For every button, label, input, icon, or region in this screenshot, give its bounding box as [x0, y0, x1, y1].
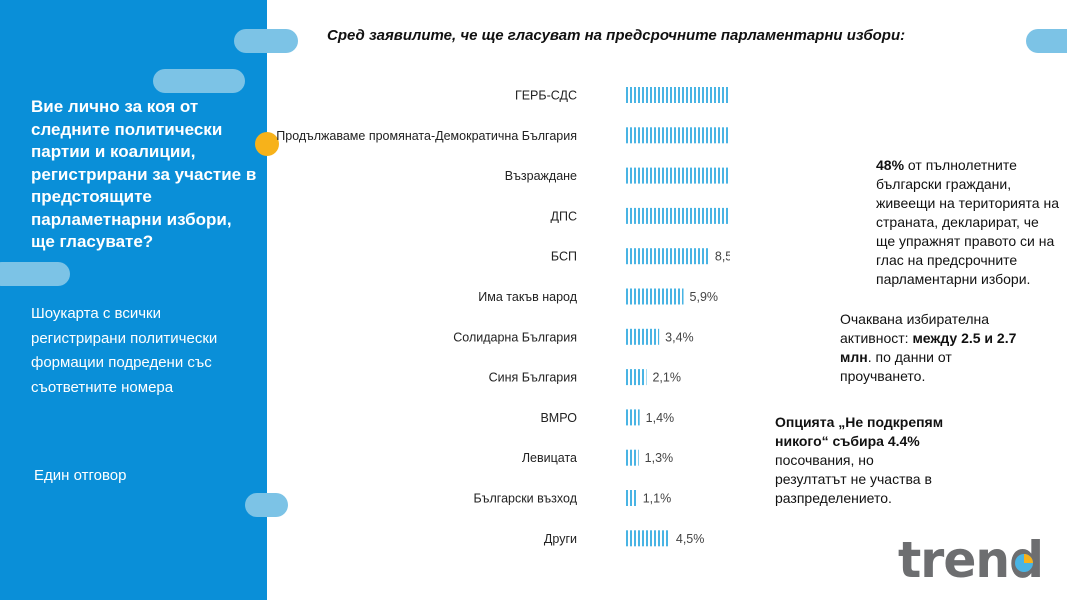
value-label: 2,1% [652, 371, 681, 385]
category-label: Солидарна България [453, 330, 577, 344]
expected-turnout-highlight: между 2.5 и 2.7 млн [840, 330, 1017, 365]
category-label: Други [544, 532, 577, 546]
turnout-share-text: от пълнолетните български граждани, живе… [876, 157, 1059, 287]
survey-question: Вие лично за коя от следните политически… [31, 97, 257, 251]
logo-accent-wedge [1024, 554, 1033, 563]
accent-dot [255, 132, 279, 156]
answer-type: Един отговор [34, 467, 127, 484]
no-support-note: Опцията „Не подкрепям никого“ събира 4.4… [775, 413, 947, 508]
category-label: Левицата [522, 451, 577, 465]
bar [626, 409, 640, 426]
expected-turnout-note: Очаквана избирателна активност: между 2.… [840, 310, 1040, 386]
category-label: ГЕРБ-СДС [515, 89, 577, 103]
bar [626, 87, 730, 103]
expected-turnout-suffix: . по данни от проучването. [840, 349, 952, 384]
trend-logo: trend [898, 531, 1044, 586]
decor-pill [1026, 29, 1067, 53]
category-label: Синя България [489, 371, 577, 385]
value-label: 1,1% [643, 492, 672, 506]
chart-title: Сред заявилите, че ще гласуват на предср… [327, 27, 906, 44]
category-label: ДПС [551, 209, 577, 223]
value-label: 8,5% [715, 250, 730, 264]
no-support-highlight: Опцията „Не подкрепям никого“ събира 4.4… [775, 414, 944, 449]
decor-pill [153, 69, 245, 93]
category-label: Има такъв народ [478, 290, 577, 304]
bar [626, 248, 709, 265]
decor-pill [0, 262, 70, 286]
value-label: 1,4% [646, 411, 675, 425]
decor-pill [245, 493, 288, 517]
bar [626, 167, 730, 184]
question-description: Шоукарта с всички регистрирани политичес… [31, 305, 218, 396]
bar [626, 449, 639, 466]
bar [626, 328, 660, 345]
bar [626, 207, 730, 224]
decor-pill [234, 29, 298, 53]
turnout-share-highlight: 48% [876, 157, 905, 173]
bar [626, 369, 647, 386]
value-label: 5,9% [690, 290, 719, 304]
category-label: Български възход [473, 492, 577, 506]
category-label: ВМРО [540, 411, 577, 425]
bar [626, 127, 730, 144]
bar [626, 490, 637, 506]
bar [626, 530, 670, 547]
left-panel [0, 0, 267, 600]
value-label: 3,4% [665, 330, 694, 344]
category-label: Продължаваме промяната-Демократична Бълг… [276, 129, 577, 143]
value-label: 1,3% [645, 451, 674, 465]
vote-share-chart: ГЕРБ-СДС26,5%Продължаваме промяната-Демо… [276, 87, 730, 547]
value-label: 4,5% [676, 532, 705, 546]
category-label: БСП [551, 250, 577, 264]
bar [626, 288, 684, 305]
no-support-text: посочвания, но резултатът не участва в р… [775, 452, 932, 506]
turnout-share-note: 48% от пълнолетните български граждани, … [876, 156, 1061, 289]
expected-turnout-prefix: Очаквана избирателна активност: [840, 311, 990, 346]
category-label: Възраждане [505, 169, 577, 183]
